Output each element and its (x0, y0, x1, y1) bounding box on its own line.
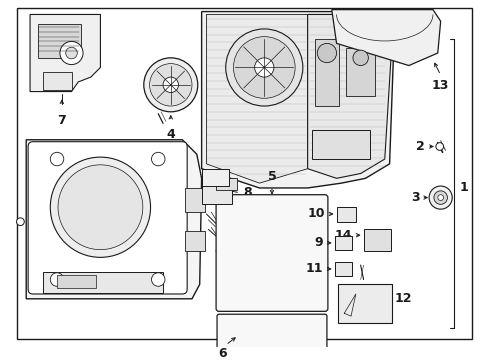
Bar (185, 231, 204, 251)
Text: 10: 10 (308, 207, 325, 220)
Circle shape (58, 165, 143, 249)
Polygon shape (201, 12, 394, 188)
Text: 12: 12 (394, 292, 412, 305)
Circle shape (429, 186, 452, 209)
Text: 9: 9 (315, 237, 323, 249)
Bar (57, 275, 96, 288)
Bar (313, 130, 370, 159)
Circle shape (163, 77, 178, 93)
Circle shape (233, 37, 295, 98)
Circle shape (226, 29, 303, 106)
Bar (216, 178, 237, 190)
Circle shape (149, 64, 192, 106)
Circle shape (17, 218, 24, 226)
FancyBboxPatch shape (216, 195, 328, 311)
Bar (201, 183, 232, 204)
Circle shape (50, 152, 64, 166)
Polygon shape (30, 14, 100, 91)
Bar (335, 236, 352, 249)
Bar (339, 284, 392, 323)
Circle shape (434, 191, 447, 204)
Bar (201, 169, 229, 186)
Text: 5: 5 (268, 170, 276, 183)
Text: 6: 6 (219, 347, 227, 360)
Text: 13: 13 (432, 79, 449, 92)
Polygon shape (26, 140, 201, 299)
Text: 7: 7 (57, 114, 66, 127)
Text: 4: 4 (167, 128, 175, 141)
Bar (185, 188, 204, 212)
Circle shape (50, 273, 64, 286)
Text: 3: 3 (411, 191, 419, 204)
Bar (38, 24, 81, 58)
Circle shape (438, 195, 443, 201)
Text: 8: 8 (243, 186, 252, 199)
Circle shape (151, 152, 165, 166)
Circle shape (60, 41, 83, 64)
Circle shape (436, 143, 443, 150)
Text: 2: 2 (416, 140, 425, 153)
Circle shape (318, 43, 337, 63)
FancyBboxPatch shape (28, 142, 187, 294)
Bar (364, 229, 391, 251)
FancyBboxPatch shape (217, 314, 327, 360)
Bar (43, 272, 163, 293)
Bar (337, 207, 356, 222)
Circle shape (255, 58, 274, 77)
Bar (43, 72, 72, 90)
Circle shape (353, 50, 368, 66)
Bar (316, 39, 340, 106)
Text: 14: 14 (335, 229, 352, 242)
Bar (335, 262, 352, 276)
Polygon shape (332, 10, 441, 66)
Polygon shape (308, 14, 392, 178)
Circle shape (50, 157, 150, 257)
Circle shape (144, 58, 198, 112)
Text: 1: 1 (460, 181, 469, 194)
Bar (346, 48, 375, 96)
Text: 11: 11 (306, 262, 323, 275)
Circle shape (151, 273, 165, 286)
Polygon shape (206, 14, 308, 183)
Circle shape (66, 47, 77, 59)
